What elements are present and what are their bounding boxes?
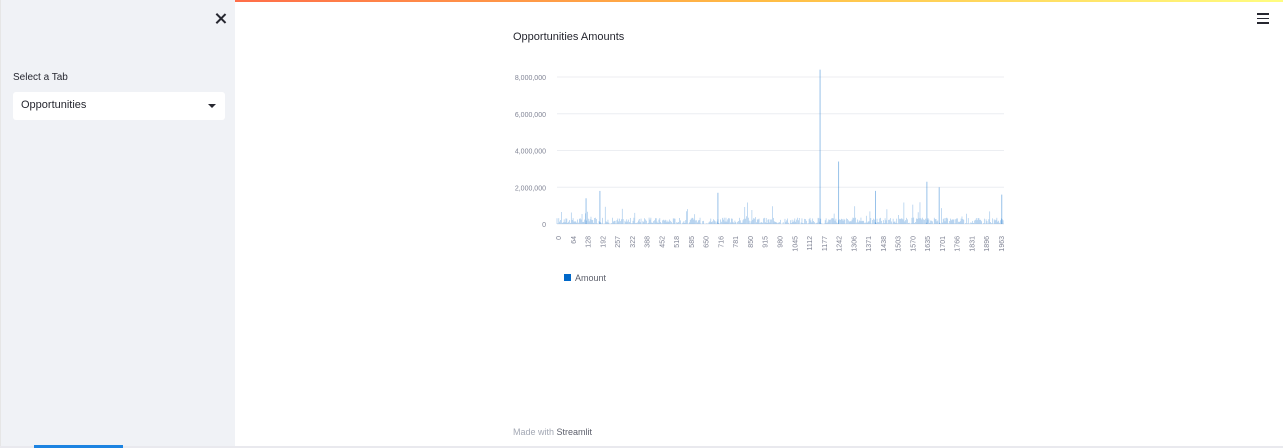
hamburger-menu-icon[interactable] <box>1257 13 1270 24</box>
close-sidebar-icon[interactable] <box>213 11 229 27</box>
y-tick-label: 4,000,000 <box>515 149 546 156</box>
tab-select[interactable]: Opportunities <box>13 92 225 120</box>
x-tick-label: 1242 <box>837 236 844 252</box>
loading-progress-bar <box>34 445 123 448</box>
x-tick-label: 1438 <box>881 236 888 252</box>
x-tick-label: 1112 <box>807 236 814 251</box>
x-tick-label: 1701 <box>940 236 947 252</box>
chart-title: Opportunities Amounts <box>513 31 625 43</box>
chevron-down-icon <box>208 104 216 108</box>
x-tick-label: 1177 <box>822 236 829 251</box>
x-tick-label: 1831 <box>969 236 976 252</box>
x-tick-label: 980 <box>778 236 785 248</box>
y-tick-label: 2,000,000 <box>515 185 546 192</box>
bottom-divider <box>0 446 1283 448</box>
x-tick-label: 1503 <box>896 236 903 252</box>
x-tick-label: 452 <box>659 236 666 248</box>
y-tick-label: 6,000,000 <box>515 112 546 119</box>
x-tick-label: 128 <box>586 236 593 248</box>
x-tick-label: 585 <box>689 236 696 248</box>
amount-bar-chart: 0 2,000,000 4,000,000 6,000,000 8,000,000 0 64… <box>515 69 1006 283</box>
legend-swatch <box>564 274 571 281</box>
legend-label: Amount <box>575 273 607 283</box>
x-tick-label: 388 <box>645 236 652 248</box>
top-decoration-bar <box>0 0 1283 2</box>
footer-brand-link[interactable]: Streamlit <box>556 427 593 437</box>
sidebar: Select a Tab Opportunities <box>0 0 235 448</box>
x-tick-label: 192 <box>600 236 607 248</box>
footer-prefix: Made with <box>513 427 555 437</box>
x-tick-label: 0 <box>556 236 563 240</box>
y-tick-label: 0 <box>542 222 546 229</box>
x-tick-label: 1635 <box>925 236 932 252</box>
x-tick-label: 1371 <box>866 236 873 252</box>
x-tick-label: 1045 <box>792 236 799 252</box>
x-tick-label: 64 <box>571 236 578 244</box>
x-tick-label: 1896 <box>984 236 991 252</box>
x-tick-label: 1963 <box>999 236 1006 252</box>
x-tick-label: 716 <box>718 236 725 248</box>
x-tick-label: 257 <box>615 236 622 248</box>
x-tick-label: 650 <box>704 236 711 248</box>
x-tick-label: 1570 <box>910 236 917 252</box>
x-tick-label: 1766 <box>955 236 962 252</box>
x-tick-label: 850 <box>748 236 755 248</box>
footer: Made with Streamlit <box>513 427 592 437</box>
x-tick-label: 322 <box>630 236 637 248</box>
x-tick-label: 915 <box>763 236 770 248</box>
x-tick-label: 518 <box>674 236 681 248</box>
y-tick-label: 8,000,000 <box>515 75 546 82</box>
x-tick-label: 1306 <box>851 236 858 252</box>
tab-select-value: Opportunities <box>21 99 87 111</box>
x-tick-label: 781 <box>733 236 740 248</box>
select-tab-label: Select a Tab <box>13 72 68 83</box>
